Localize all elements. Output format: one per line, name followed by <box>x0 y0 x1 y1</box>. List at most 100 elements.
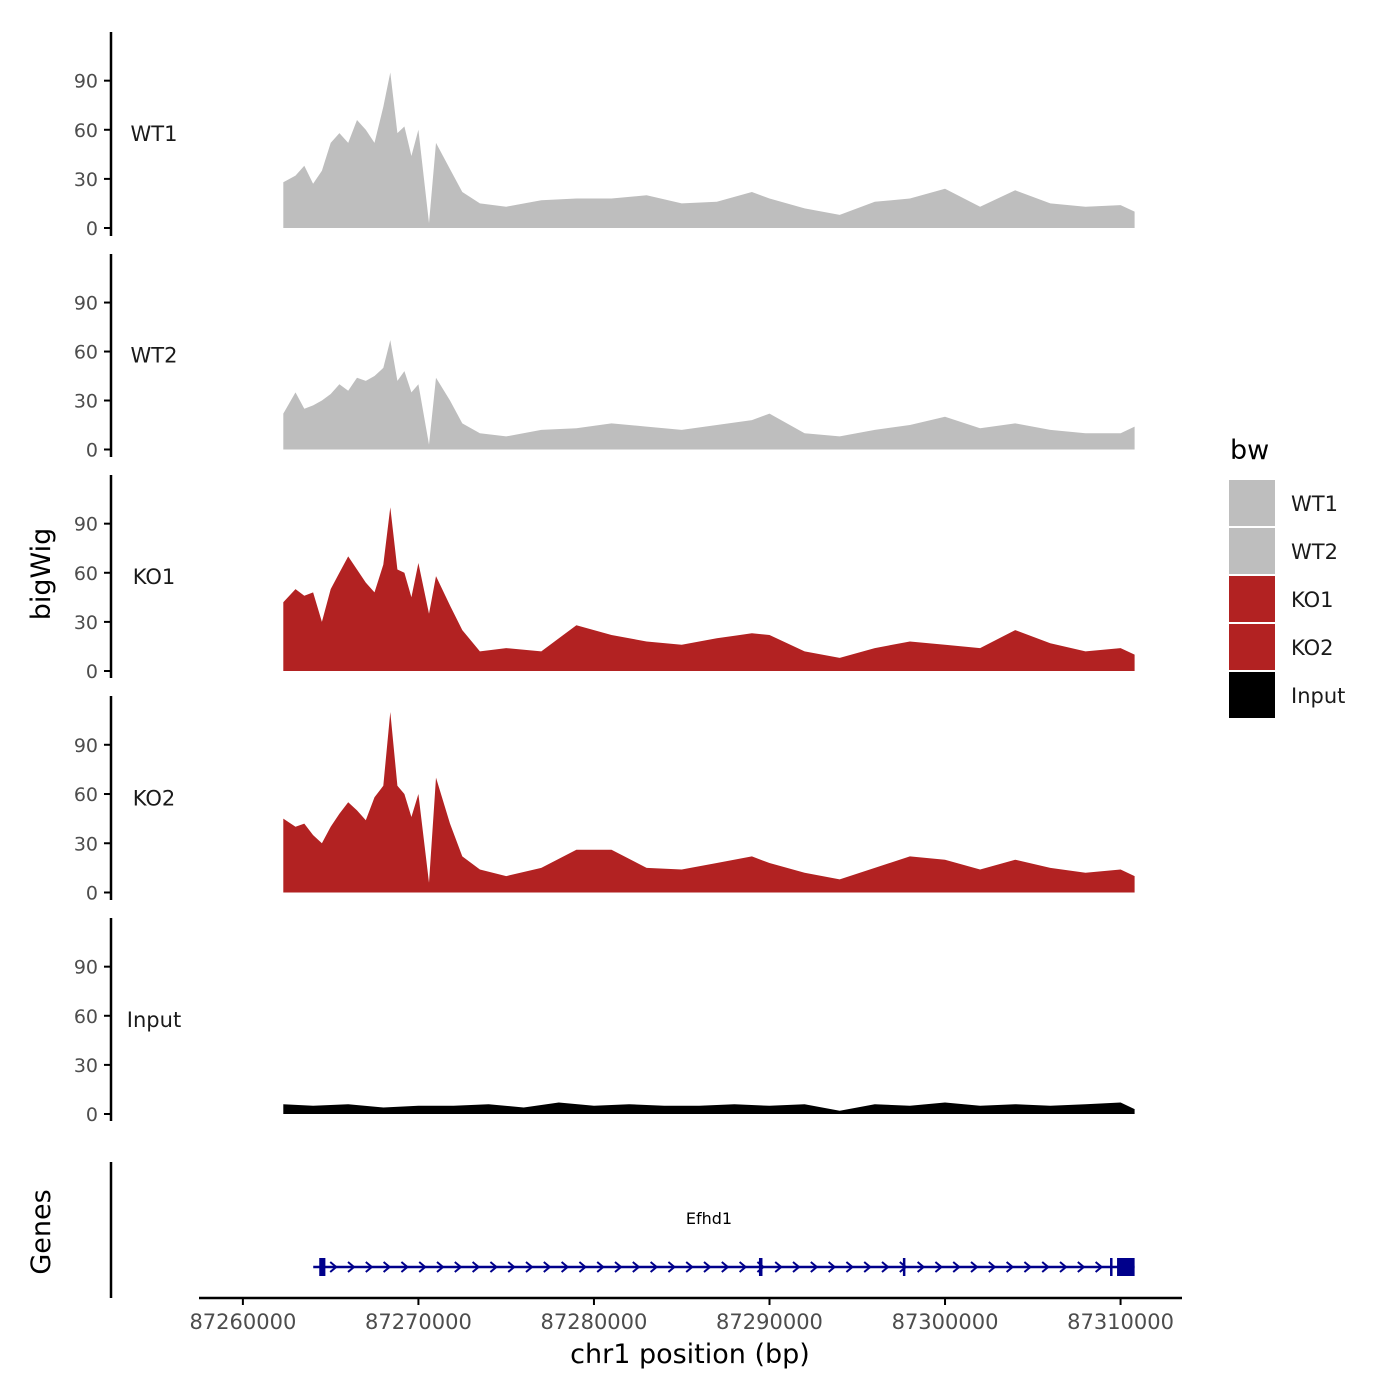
strand-arrow-icon <box>614 1261 623 1273</box>
strand-arrow-icon <box>863 1261 872 1273</box>
strand-arrow-icon <box>560 1261 570 1273</box>
panel-label-wt2: WT2 <box>131 344 178 368</box>
strand-arrow-icon <box>454 1261 463 1273</box>
x-tick-label: 87280000 <box>541 1310 648 1334</box>
y-tick-label: 30 <box>74 391 98 413</box>
y-tick-label: 60 <box>74 342 98 364</box>
legend-key-input <box>1229 672 1275 718</box>
legend-key-ko1 <box>1229 576 1275 622</box>
x-tick-label: 87290000 <box>716 1310 823 1334</box>
strand-arrow-icon <box>525 1261 534 1273</box>
strand-arrow-icon <box>1077 1261 1086 1273</box>
strand-arrow-icon <box>667 1261 676 1273</box>
strand-arrow-icon <box>418 1261 427 1273</box>
strand-arrow-icon <box>1005 1261 1015 1273</box>
strand-arrow-icon <box>507 1261 516 1273</box>
strand-arrow-icon <box>365 1261 374 1273</box>
gene-exon <box>1110 1258 1113 1276</box>
x-tick-label: 87310000 <box>1067 1310 1174 1334</box>
strand-arrow-icon <box>881 1261 890 1273</box>
track-panel-wt1: 0 30 60 90 WT1 <box>74 32 1135 240</box>
y-tick-label: 0 <box>86 883 98 905</box>
track-panel-ko2: 0 30 60 90 KO2 <box>74 696 1135 905</box>
y-tick-label: 90 <box>74 957 98 979</box>
legend-label-ko1: KO1 <box>1291 588 1334 612</box>
panel-label-wt1: WT1 <box>131 122 178 146</box>
coverage-area-ko1 <box>283 507 1135 671</box>
legend-label-ko2: KO2 <box>1291 636 1334 660</box>
y-tick-label: 0 <box>86 661 98 683</box>
strand-arrow-icon <box>685 1261 694 1273</box>
x-tick-label: 87260000 <box>189 1310 296 1334</box>
strand-arrow-icon <box>774 1261 783 1273</box>
y-tick-label: 0 <box>86 218 98 240</box>
strand-arrow-icon <box>721 1261 730 1273</box>
strand-arrow-icon <box>489 1261 498 1273</box>
y-tick-label: 30 <box>74 833 98 855</box>
genes-track: Genes Efhd1 <box>26 1162 1135 1298</box>
strand-arrow-icon <box>1059 1261 1068 1273</box>
tracks-layer: 0 30 60 90 WT1 0 30 60 90 WT2 0 30 60 90 KO1 0 30 60 90 KO2… <box>74 32 1135 1126</box>
genes-track-label: Genes <box>26 1189 57 1274</box>
x-axis: chr1 position (bp) 87260000 87270000 87280… <box>189 1296 1182 1370</box>
strand-arrow-icon <box>1041 1261 1050 1273</box>
y-tick-label: 90 <box>74 293 98 315</box>
y-tick-label: 30 <box>74 169 98 191</box>
track-panel-input: 0 30 60 90 Input <box>74 918 1135 1126</box>
strand-arrow-icon <box>810 1261 819 1273</box>
strand-arrow-icon <box>845 1261 854 1273</box>
strand-arrow-icon <box>578 1261 587 1273</box>
strand-arrow-icon <box>329 1261 338 1273</box>
strand-arrow-icon <box>899 1261 908 1273</box>
coverage-area-wt1 <box>283 72 1135 228</box>
gene-exon <box>902 1258 906 1276</box>
panel-label-input: Input <box>127 1008 181 1032</box>
strand-arrow-icon <box>970 1261 979 1273</box>
x-tick-label: 87270000 <box>365 1310 472 1334</box>
gene-exon <box>319 1258 326 1276</box>
strand-arrow-icon <box>649 1261 659 1273</box>
legend-title: bw <box>1230 435 1269 466</box>
y-tick-label: 60 <box>74 1006 98 1028</box>
panel-label-ko2: KO2 <box>133 787 176 811</box>
y-tick-label: 90 <box>74 735 98 757</box>
y-tick-label: 0 <box>86 1104 98 1126</box>
y-tick-label: 30 <box>74 612 98 634</box>
track-panel-ko1: 0 30 60 90 KO1 <box>74 475 1135 683</box>
legend-label-wt2: WT2 <box>1291 540 1338 564</box>
strand-arrow-icon <box>382 1261 392 1273</box>
strand-arrow-icon <box>471 1261 481 1273</box>
track-panel-wt2: 0 30 60 90 WT2 <box>74 254 1135 462</box>
y-tick-label: 60 <box>74 563 98 585</box>
gene-exon <box>758 1258 763 1276</box>
strand-arrow-icon <box>703 1261 712 1273</box>
legend-label-wt1: WT1 <box>1291 492 1338 516</box>
legend-key-wt2 <box>1229 528 1275 574</box>
coverage-area-input <box>283 1102 1135 1114</box>
strand-arrow-icon <box>934 1261 943 1273</box>
y-tick-label: 60 <box>74 120 98 142</box>
strand-arrow-icon <box>738 1261 748 1273</box>
strand-arrow-icon <box>596 1261 605 1273</box>
y-tick-label: 60 <box>74 784 98 806</box>
strand-arrow-icon <box>543 1261 552 1273</box>
strand-arrow-icon <box>952 1261 961 1273</box>
x-tick-label: 87300000 <box>892 1310 999 1334</box>
y-axis-title: bigWig <box>26 528 57 621</box>
y-tick-label: 90 <box>74 514 98 536</box>
legend-key-ko2 <box>1229 624 1275 670</box>
strand-arrow-icon <box>827 1261 837 1273</box>
coverage-area-wt2 <box>283 340 1135 450</box>
gene-name-label: Efhd1 <box>686 1209 732 1228</box>
strand-arrow-icon <box>1023 1261 1032 1273</box>
strand-arrow-icon <box>400 1261 409 1273</box>
x-axis-title: chr1 position (bp) <box>570 1339 810 1370</box>
y-tick-label: 0 <box>86 440 98 462</box>
strand-arrow-icon <box>916 1261 926 1273</box>
coverage-area-ko2 <box>283 712 1135 893</box>
y-tick-label: 90 <box>74 71 98 93</box>
strand-arrow-icon <box>347 1261 356 1273</box>
strand-arrow-icon <box>988 1261 997 1273</box>
strand-arrow-icon <box>1094 1261 1104 1273</box>
